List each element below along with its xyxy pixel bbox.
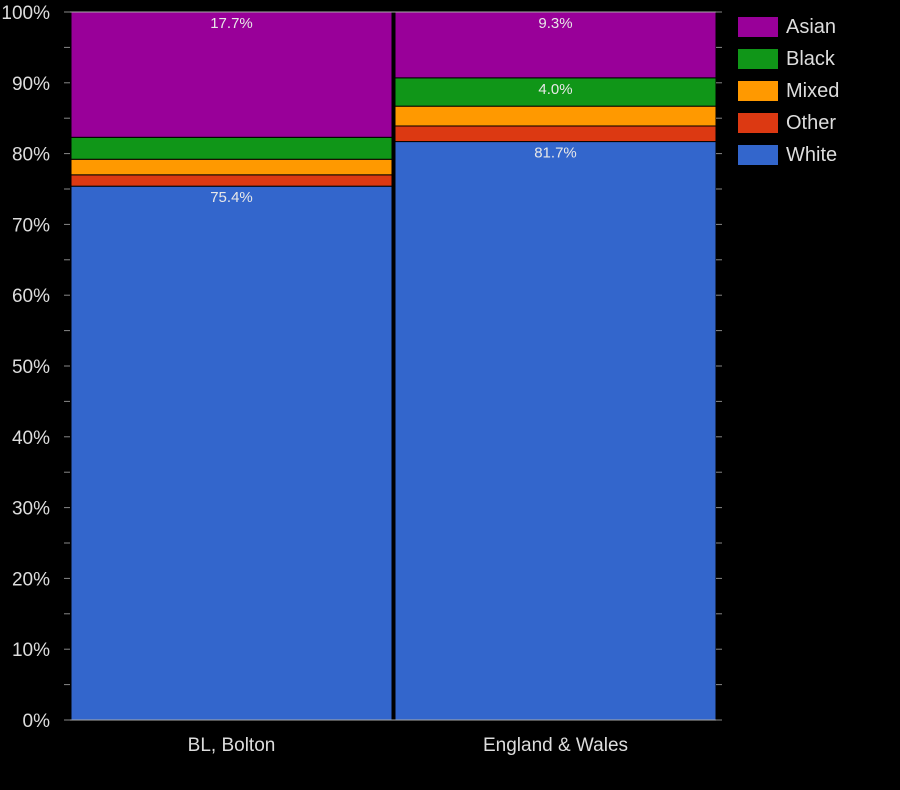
y-tick-label: 100% <box>1 3 50 24</box>
bar-segment <box>70 136 393 160</box>
y-tick-label: 50% <box>12 357 50 378</box>
bar-segment <box>394 141 717 721</box>
legend-label: Mixed <box>786 79 840 102</box>
data-label: 4.0% <box>538 81 572 98</box>
y-tick-label: 40% <box>12 428 50 449</box>
y-tick-label: 60% <box>12 286 50 307</box>
data-label: 81.7% <box>534 145 577 162</box>
x-tick-label: BL, Bolton <box>188 735 276 756</box>
data-label: 9.3% <box>538 15 572 32</box>
data-label: 75.4% <box>210 189 253 206</box>
legend-swatch <box>738 17 778 37</box>
legend-item-mixed: Mixed <box>738 75 839 107</box>
legend-label: Asian <box>786 15 837 38</box>
chart-legend: Asian Black Mixed Other White <box>738 11 839 171</box>
legend-label: Black <box>786 47 835 70</box>
bar-segment <box>70 158 393 176</box>
legend-swatch <box>738 113 778 133</box>
bar-segment <box>394 11 717 79</box>
legend-swatch <box>738 81 778 101</box>
legend-label: Other <box>786 111 837 134</box>
legend-label: White <box>786 143 838 166</box>
bar-segment <box>70 185 393 721</box>
y-tick-label: 90% <box>12 74 50 95</box>
y-tick-label: 10% <box>12 640 50 661</box>
legend-swatch <box>738 49 778 69</box>
y-tick-label: 30% <box>12 499 50 520</box>
legend-item-asian: Asian <box>738 11 839 43</box>
y-tick-label: 20% <box>12 569 50 590</box>
y-tick-label: 0% <box>23 711 51 732</box>
bar-segment <box>394 105 717 127</box>
bar-segment <box>394 77 717 107</box>
bar-segment <box>394 125 717 143</box>
legend-item-white: White <box>738 139 839 171</box>
x-tick-label: England & Wales <box>483 735 628 756</box>
y-tick-label: 70% <box>12 215 50 236</box>
legend-item-black: Black <box>738 43 839 75</box>
data-label: 17.7% <box>210 15 253 32</box>
bar-segment <box>70 174 393 187</box>
legend-swatch <box>738 145 778 165</box>
legend-item-other: Other <box>738 107 839 139</box>
y-tick-label: 80% <box>12 145 50 166</box>
bar-segment <box>70 11 393 138</box>
